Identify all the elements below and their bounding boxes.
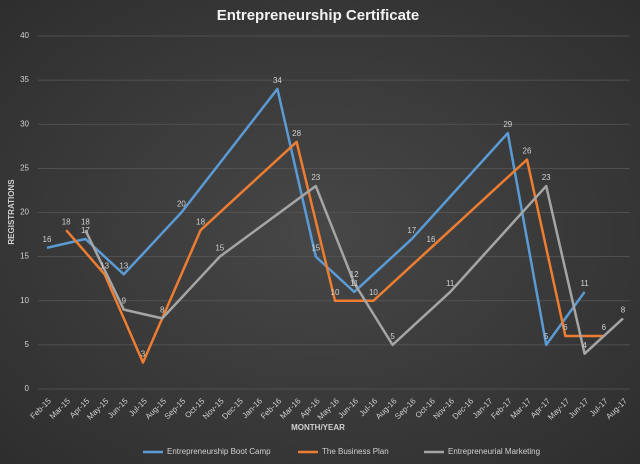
data-label: 15 [311,244,320,253]
data-label: 13 [100,261,109,270]
data-label: 29 [503,120,512,129]
data-label: 12 [350,270,359,279]
data-label: 3 [141,350,146,359]
data-label: 8 [621,306,626,315]
data-label: 10 [369,288,378,297]
legend-label: Entrepreneurship Boot Camp [167,447,271,456]
y-tick-label: 0 [25,384,30,393]
y-tick-label: 35 [20,75,29,84]
data-label: 11 [350,279,359,288]
series-line [65,140,604,364]
data-label: 23 [542,173,551,182]
y-tick-label: 10 [20,296,29,305]
data-label: 18 [81,217,90,226]
data-label: 16 [427,235,436,244]
chart-title: Entrepreneurship Certificate [217,7,420,24]
data-label: 6 [602,323,607,332]
data-label: 11 [580,279,589,288]
y-tick-label: 20 [20,208,29,217]
y-tick-label: 5 [25,340,30,349]
y-tick-label: 40 [20,31,29,40]
data-label: 23 [311,173,320,182]
data-label: 9 [122,297,127,306]
data-label: 34 [273,76,282,85]
data-label: 15 [215,244,224,253]
y-tick-label: 15 [20,252,29,261]
data-label: 8 [160,306,165,315]
data-label: 28 [292,129,301,138]
x-axis-title: MONTH/YEAR [291,423,345,432]
data-label: 17 [81,226,90,235]
data-label: 26 [523,147,532,156]
data-label: 17 [407,226,416,235]
data-label: 10 [331,288,340,297]
legend-label: The Business Plan [322,447,389,456]
series-line [46,87,586,347]
data-label: 20 [177,200,186,209]
y-axis-title: REGISTRATIONS [7,179,16,245]
data-label: 5 [544,332,549,341]
data-label: 18 [196,217,205,226]
data-label: 5 [390,332,395,341]
legend-label: Entrepreneurial Marketing [448,447,540,456]
data-label: 4 [582,341,587,350]
data-label: 16 [43,235,52,244]
series-line [84,184,624,355]
y-tick-label: 30 [20,119,29,128]
data-label: 11 [446,279,455,288]
data-label: 13 [119,261,128,270]
y-tick-label: 25 [20,163,29,172]
data-label: 6 [563,323,568,332]
data-label: 18 [62,217,71,226]
